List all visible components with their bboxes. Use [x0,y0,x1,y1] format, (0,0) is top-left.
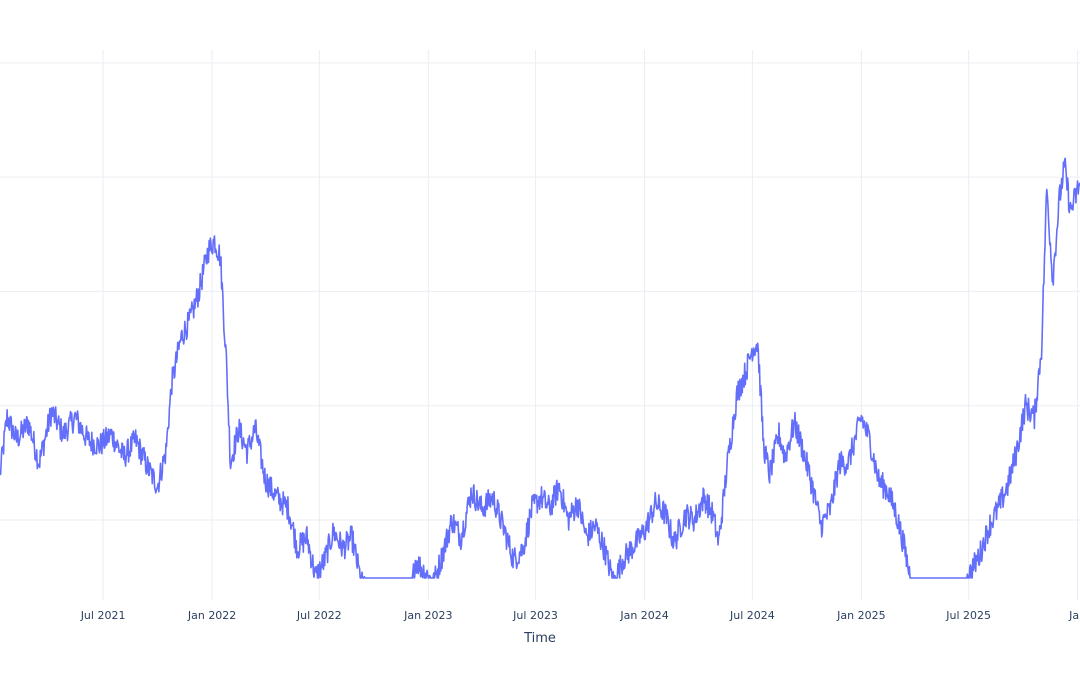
x-tick-label: Jan 2022 [187,609,236,622]
y-gridlines [0,62,1080,521]
x-gridlines [102,50,1079,600]
x-tick-label: Jan 2025 [836,609,885,622]
series-line [0,157,1080,579]
x-tick-label: Jul 2023 [512,609,558,622]
series-group [0,157,1080,579]
x-tick-label: Jul 2025 [945,609,991,622]
x-tick-label: Jul 2021 [80,609,126,622]
x-tick-label: Jan 2024 [619,609,668,622]
x-tick-label: Jul 2022 [296,609,342,622]
x-tick-labels: Jul 2021 Jan 2022 Jul 2022 Jan 2023 Jul 2023… [80,609,1080,622]
x-tick-label: Jul 2024 [729,609,775,622]
x-tick-label: Jan 2023 [403,609,452,622]
x-axis-title: Time [523,631,556,646]
x-tick-label: Jan [1068,609,1080,622]
